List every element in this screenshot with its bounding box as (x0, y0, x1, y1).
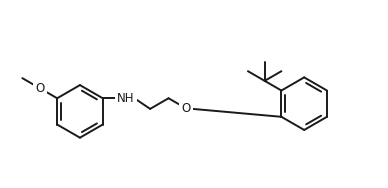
Text: O: O (35, 82, 44, 95)
Text: NH: NH (117, 92, 135, 105)
Text: O: O (181, 102, 191, 115)
